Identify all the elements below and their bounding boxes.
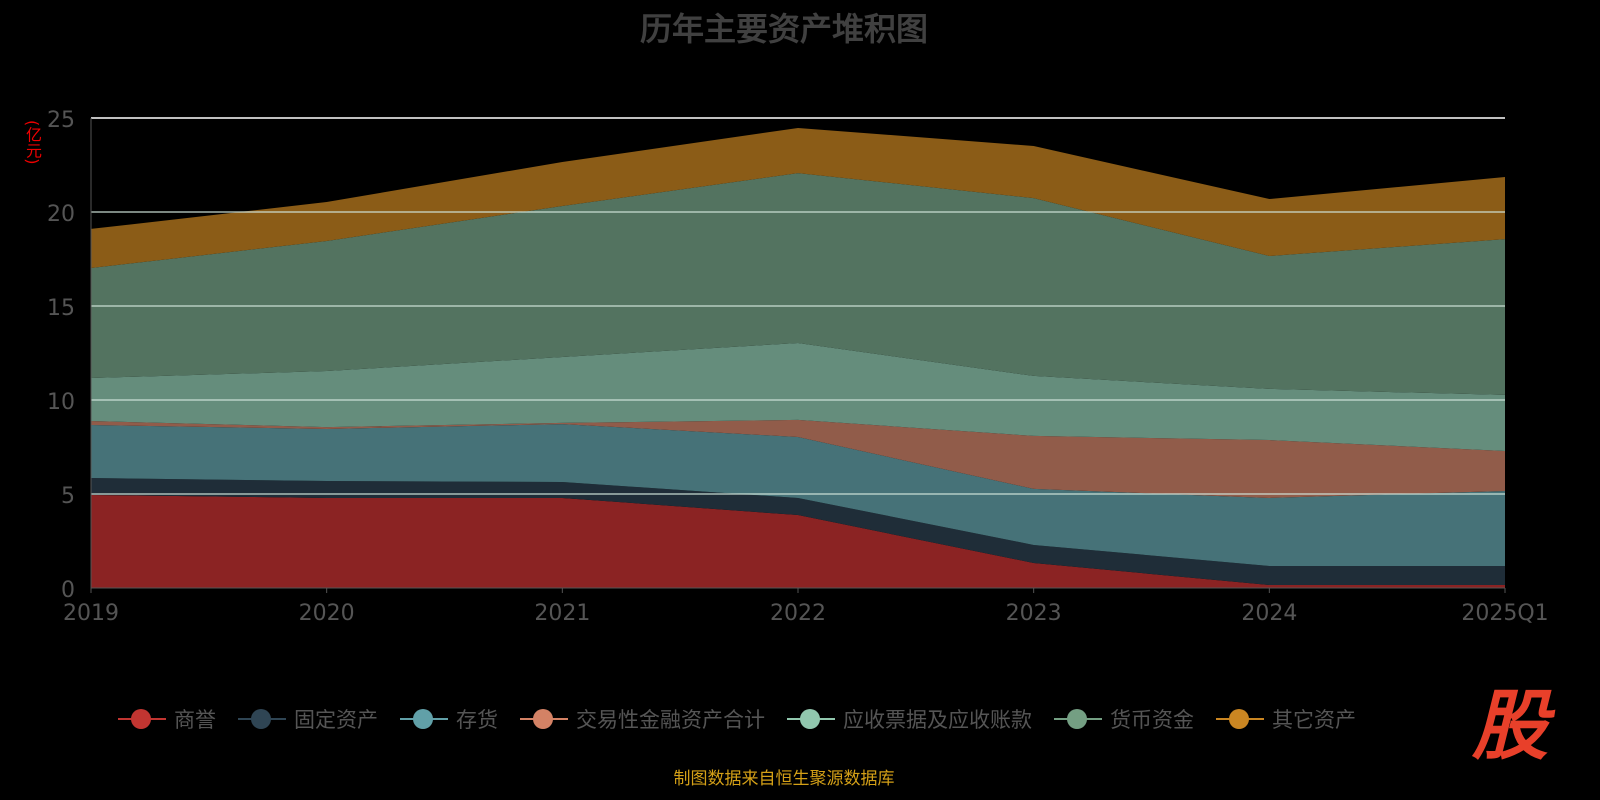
legend-item[interactable]: 商誉	[118, 704, 216, 734]
legend-label: 固定资产	[294, 708, 378, 732]
x-tick-label: 2025Q1	[1461, 601, 1548, 626]
legend: 商誉 固定资产 存货 交易性金融资产合计 应收票据及应收账款 货币资金 其它资产	[118, 704, 1356, 734]
legend-marker-icon	[520, 709, 568, 729]
legend-label: 交易性金融资产合计	[576, 708, 765, 732]
x-tick-label: 2022	[770, 601, 826, 626]
legend-label: 商誉	[174, 708, 216, 732]
legend-label: 其它资产	[1272, 708, 1356, 732]
legend-label: 存货	[456, 708, 498, 732]
y-tick-label: 5	[61, 484, 75, 509]
legend-marker-icon	[1216, 709, 1264, 729]
legend-item[interactable]: 交易性金融资产合计	[520, 704, 765, 734]
legend-marker-icon	[400, 709, 448, 729]
brand-logo: 股	[1472, 681, 1548, 770]
x-tick-label: 2023	[1006, 601, 1062, 626]
legend-marker-icon	[787, 709, 835, 729]
area-2	[91, 424, 1505, 567]
legend-label: 货币资金	[1110, 708, 1194, 732]
y-tick-label: 20	[47, 202, 75, 227]
chart-title: 历年主要资产堆积图	[639, 10, 928, 48]
y-axis-unit: (亿元)	[23, 120, 42, 165]
legend-item[interactable]: 固定资产	[238, 704, 378, 734]
y-tick-label: 15	[47, 296, 75, 321]
legend-item[interactable]: 存货	[400, 704, 498, 734]
y-tick-label: 0	[61, 578, 75, 603]
legend-item[interactable]: 其它资产	[1216, 704, 1356, 734]
legend-marker-icon	[1054, 709, 1102, 729]
area-0	[91, 494, 1505, 588]
legend-item[interactable]: 应收票据及应收账款	[787, 704, 1032, 734]
x-tick-label: 2020	[299, 601, 355, 626]
y-tick-label: 10	[47, 390, 75, 415]
legend-marker-icon	[118, 709, 166, 729]
area-1	[91, 478, 1505, 585]
area-3	[91, 419, 1505, 498]
stacked-area-chart: 0 5 10 15 20 25 2019 2020 2021 2022 2023 2024 2025Q1	[47, 108, 1549, 626]
x-tick-label: 2019	[63, 601, 119, 626]
x-tick-label: 2021	[534, 601, 590, 626]
data-source: 制图数据来自恒生聚源数据库	[673, 769, 895, 789]
x-tick-label: 2024	[1241, 601, 1297, 626]
y-tick-label: 25	[47, 108, 75, 133]
area-5	[91, 173, 1505, 395]
area-4	[91, 343, 1505, 451]
legend-marker-icon	[238, 709, 286, 729]
legend-label: 应收票据及应收账款	[843, 708, 1032, 732]
area-6	[91, 127, 1505, 269]
legend-item[interactable]: 货币资金	[1054, 704, 1194, 734]
